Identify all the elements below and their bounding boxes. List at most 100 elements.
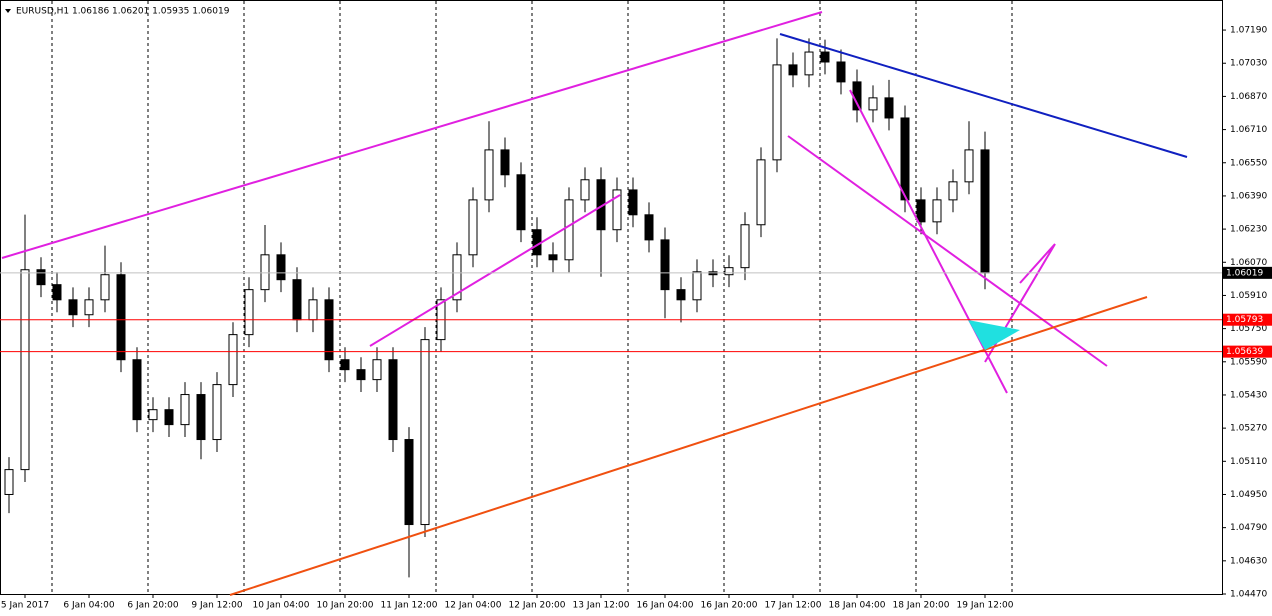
candle-body: [452, 254, 462, 301]
candle-body: [420, 339, 430, 526]
x-tick-label: 18 Jan 20:00: [893, 601, 950, 611]
candle-body: [612, 189, 622, 231]
candle-body: [804, 51, 814, 76]
candle-body: [724, 267, 734, 276]
candle-body: [916, 199, 926, 223]
current-price-tag: [1223, 266, 1272, 279]
symbol-icon: [5, 9, 11, 13]
candle-body: [52, 284, 62, 301]
candle-body: [900, 117, 910, 201]
x-tick-label: 19 Jan 12:00: [957, 601, 1014, 611]
x-tick-label: 16 Jan 20:00: [701, 601, 758, 611]
candle-body: [212, 384, 222, 441]
price-level-label: 1.05793: [1226, 315, 1263, 325]
y-tick-label: 1.04950: [1230, 490, 1267, 500]
candle-body: [276, 254, 286, 281]
y-tick-label: 1.05590: [1230, 357, 1267, 367]
candle-body: [628, 189, 638, 216]
y-tick-label: 1.04470: [1230, 590, 1267, 600]
y-tick-label: 1.05270: [1230, 424, 1267, 434]
candle-body: [20, 269, 30, 471]
price-level-tag: [1223, 313, 1272, 326]
y-tick-label: 1.05110: [1230, 457, 1267, 467]
candle-body: [484, 149, 494, 201]
y-tick-label: 1.07190: [1230, 26, 1267, 36]
candle-body: [372, 359, 382, 381]
candle-body: [468, 199, 478, 256]
x-tick-label: 6 Jan 04:00: [63, 601, 115, 611]
y-tick-label: 1.06550: [1230, 158, 1267, 168]
candle-body: [836, 61, 846, 83]
current-price-label: 1.06019: [1226, 268, 1263, 278]
x-tick-label: 13 Jan 12:00: [573, 601, 630, 611]
x-tick-label: 12 Jan 20:00: [509, 601, 566, 611]
candle-body: [260, 254, 270, 291]
candle-body: [132, 359, 142, 421]
candle-body: [196, 394, 206, 441]
candle-body: [980, 149, 990, 274]
candle-body: [164, 409, 174, 426]
candle-body: [884, 97, 894, 119]
chart-title: EURUSD,H1 1.06186 1.06201 1.05935 1.0601…: [16, 7, 230, 17]
y-tick-label: 1.05910: [1230, 291, 1267, 301]
x-tick-label: 17 Jan 12:00: [765, 601, 822, 611]
candle-body: [84, 299, 94, 316]
candle-body: [868, 97, 878, 111]
candle-body: [772, 64, 782, 161]
candle-body: [308, 299, 318, 321]
y-tick-label: 1.05750: [1230, 324, 1267, 334]
y-tick-label: 1.06390: [1230, 191, 1267, 201]
x-tick-label: 9 Jan 12:00: [191, 601, 243, 611]
x-tick-label: 12 Jan 04:00: [445, 601, 502, 611]
x-tick-label: 10 Jan 20:00: [317, 601, 374, 611]
candle-body: [500, 149, 510, 176]
candle-body: [644, 214, 654, 241]
y-tick-label: 1.07030: [1230, 59, 1267, 69]
candle-body: [964, 149, 974, 183]
candle-body: [676, 289, 686, 301]
x-tick-label: 6 Jan 20:00: [127, 601, 179, 611]
candle-body: [180, 394, 190, 426]
candle-body: [660, 239, 670, 291]
candle-body: [100, 274, 110, 301]
candle-body: [852, 81, 862, 111]
y-tick-label: 1.06230: [1230, 225, 1267, 235]
plot-frame: [0, 0, 1223, 595]
price-level-label: 1.05639: [1226, 347, 1263, 357]
candle-body: [292, 279, 302, 321]
candle-body: [340, 359, 350, 371]
cyan-triangle: [968, 320, 1020, 350]
candle-body: [740, 224, 750, 269]
x-tick-label: 18 Jan 04:00: [829, 601, 886, 611]
candle-body: [932, 199, 942, 223]
candle-body: [756, 159, 766, 226]
y-tick-label: 1.04790: [1230, 523, 1267, 533]
candle-body: [548, 254, 558, 261]
y-tick-label: 1.06710: [1230, 125, 1267, 135]
candle-body: [388, 359, 398, 441]
candle-body: [244, 289, 254, 336]
y-tick-label: 1.04630: [1230, 556, 1267, 566]
y-tick-label: 1.05430: [1230, 390, 1267, 400]
x-tick-label: 10 Jan 04:00: [253, 601, 310, 611]
candle-body: [356, 369, 366, 381]
candle-body: [692, 271, 702, 301]
candle-body: [228, 334, 238, 386]
x-tick-label: 16 Jan 04:00: [637, 601, 694, 611]
candle-body: [532, 229, 542, 256]
y-tick-label: 1.06870: [1230, 92, 1267, 102]
x-tick-label: 11 Jan 12:00: [381, 601, 438, 611]
candle-body: [116, 274, 126, 361]
x-tick-label: 5 Jan 2017: [1, 601, 49, 611]
candle-body: [324, 299, 334, 361]
candle-body: [68, 299, 78, 316]
candle-body: [148, 409, 158, 421]
candle-body: [516, 174, 526, 231]
candle-body: [820, 51, 830, 63]
price-level-tag: [1223, 345, 1272, 358]
y-tick-label: 1.06070: [1230, 258, 1267, 268]
candle-body: [404, 439, 414, 526]
candle-body: [564, 199, 574, 261]
